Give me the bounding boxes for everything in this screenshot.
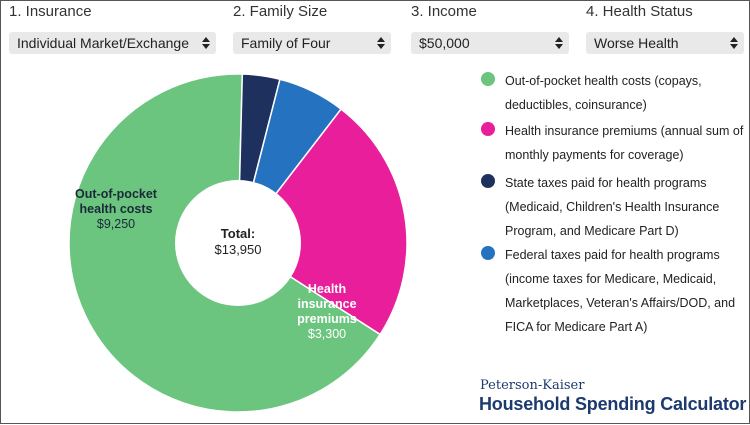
select-arrows-icon xyxy=(555,36,563,50)
pie-total-value: $13,950 xyxy=(215,242,262,257)
family-size-label: 2. Family Size xyxy=(233,3,328,20)
pie-value-premiums: $3,300 xyxy=(308,327,346,341)
legend-dot-navy xyxy=(481,174,495,188)
health-status-label: 4. Health Status xyxy=(586,3,693,20)
health-status-select[interactable]: Worse Health xyxy=(586,32,744,54)
pie-center-hole xyxy=(175,180,301,306)
income-label: 3. Income xyxy=(411,3,477,20)
legend-dot-green xyxy=(481,72,495,86)
legend-text-premiums: Health insurance premiums (annual sum of… xyxy=(505,124,744,162)
pie-label-premiums-line2: insurance xyxy=(297,297,356,311)
legend-text-state-taxes: State taxes paid for health programs (Me… xyxy=(505,176,720,238)
pie-label-premiums-line3: premiums xyxy=(297,312,357,326)
income-select[interactable]: $50,000 xyxy=(411,32,569,54)
pie-value-out-of-pocket: $9,250 xyxy=(97,217,135,231)
health-status-select-value: Worse Health xyxy=(594,35,679,51)
family-size-select[interactable]: Family of Four xyxy=(233,32,391,54)
insurance-select[interactable]: Individual Market/Exchange xyxy=(9,32,216,54)
legend-text-out-of-pocket: Out-of-pocket health costs (copays, dedu… xyxy=(505,74,702,112)
legend-dot-blue xyxy=(481,246,495,260)
pie-total-label: Total: xyxy=(221,226,255,241)
pie-slice-3[interactable] xyxy=(236,108,408,336)
insurance-label: 1. Insurance xyxy=(9,3,92,20)
select-arrows-icon xyxy=(202,36,210,50)
brand-tool-name: Household Spending Calculator xyxy=(479,394,747,414)
legend-dot-pink xyxy=(481,122,495,136)
brand-org-name: Peterson-Kaiser xyxy=(480,378,585,393)
pie-label-out-of-pocket-line2: health costs xyxy=(80,202,153,216)
select-arrows-icon xyxy=(377,36,385,50)
income-select-value: $50,000 xyxy=(419,35,470,51)
select-arrows-icon xyxy=(730,36,738,50)
insurance-select-value: Individual Market/Exchange xyxy=(17,35,189,51)
pie-label-out-of-pocket-line1: Out-of-pocket xyxy=(75,187,158,201)
family-size-select-value: Family of Four xyxy=(241,35,331,51)
legend-text-federal-taxes: Federal taxes paid for health programs (… xyxy=(505,248,736,334)
pie-label-premiums-line1: Health xyxy=(308,282,346,296)
